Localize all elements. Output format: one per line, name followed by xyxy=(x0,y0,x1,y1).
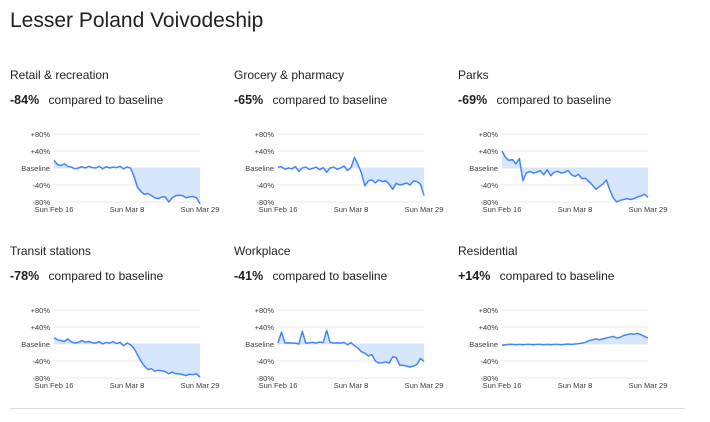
y-tick-label: -80% xyxy=(32,198,50,207)
x-tick-label: Sun Feb 16 xyxy=(35,381,74,390)
y-tick-label: +40% xyxy=(255,323,275,332)
headline-value: -84% xyxy=(10,93,40,107)
y-tick-label: +80% xyxy=(255,130,275,139)
x-tick-label: Sun Feb 16 xyxy=(483,381,522,390)
footer-divider xyxy=(10,408,685,409)
x-tick-label: Sun Feb 16 xyxy=(35,205,74,214)
deviation-area xyxy=(54,160,200,204)
x-tick-label: Sun Feb 16 xyxy=(259,205,298,214)
headline-value: -78% xyxy=(10,269,40,283)
x-tick-label: Sun Mar 29 xyxy=(405,381,444,390)
x-tick-label: Sun Mar 29 xyxy=(181,381,220,390)
series-line xyxy=(53,336,201,378)
y-tick-label: Baseline xyxy=(469,340,498,349)
y-tick-label: +80% xyxy=(479,306,499,315)
line-chart: +80% +40% Baseline -40% -80%Sun Feb 16 Sun Ma… xyxy=(469,130,668,214)
chart-panel-parks: Parks -69% compared to baseline +80% +40%… xyxy=(458,68,678,233)
chart-panel-workplace: Workplace -41% compared to baseline +80%… xyxy=(234,244,454,409)
chart-title: Workplace xyxy=(234,244,291,258)
headline: -78% compared to baseline xyxy=(10,269,163,283)
y-tick-label: +80% xyxy=(479,130,499,139)
x-tick-label: Sun Mar 8 xyxy=(558,205,593,214)
y-tick-label: -80% xyxy=(256,374,274,383)
series-line xyxy=(277,156,425,196)
chart-panel-retail: Retail & recreation -84% compared to bas… xyxy=(10,68,230,233)
line-chart: +80% +40% Baseline -40% -80%Sun Feb 16 Sun Ma… xyxy=(21,306,220,390)
series-line xyxy=(53,159,201,205)
deviation-area xyxy=(278,330,424,367)
headline: -41% compared to baseline xyxy=(234,269,387,283)
x-tick-label: Sun Mar 8 xyxy=(558,381,593,390)
y-tick-label: -40% xyxy=(480,357,498,366)
y-tick-label: -40% xyxy=(32,181,50,190)
y-tick-label: +80% xyxy=(31,306,51,315)
y-tick-label: -40% xyxy=(32,357,50,366)
deviation-area xyxy=(278,157,424,196)
headline-text: compared to baseline xyxy=(48,93,164,107)
headline-value: +14% xyxy=(458,269,491,283)
headline-text: compared to baseline xyxy=(48,269,164,283)
line-chart: +80% +40% Baseline -40% -80%Sun Feb 16 Sun Ma… xyxy=(469,306,668,390)
y-tick-label: Baseline xyxy=(469,164,498,173)
x-tick-label: Sun Mar 29 xyxy=(629,205,668,214)
chart-panel-grocery: Grocery & pharmacy -65% compared to base… xyxy=(234,68,454,233)
y-tick-label: Baseline xyxy=(245,164,274,173)
headline-value: -41% xyxy=(234,269,264,283)
y-tick-label: +80% xyxy=(255,306,275,315)
chart-title: Residential xyxy=(458,244,518,258)
y-tick-label: Baseline xyxy=(21,340,50,349)
series-line xyxy=(501,150,649,203)
line-chart: +80% +40% Baseline -40% -80%Sun Feb 16 Sun Ma… xyxy=(245,130,444,214)
x-tick-label: Sun Feb 16 xyxy=(483,205,522,214)
y-tick-label: +40% xyxy=(479,147,499,156)
y-tick-label: +40% xyxy=(255,147,275,156)
chart-title: Parks xyxy=(458,68,489,82)
x-tick-label: Sun Mar 8 xyxy=(110,205,145,214)
x-tick-label: Sun Mar 8 xyxy=(334,381,369,390)
x-tick-label: Sun Mar 29 xyxy=(181,205,220,214)
headline-text: compared to baseline xyxy=(496,93,612,107)
x-tick-label: Sun Mar 29 xyxy=(405,205,444,214)
headline-text: compared to baseline xyxy=(272,269,388,283)
series-line xyxy=(277,329,425,368)
y-tick-label: -80% xyxy=(256,198,274,207)
series-line xyxy=(501,332,649,347)
y-tick-label: +80% xyxy=(31,130,51,139)
x-tick-label: Sun Mar 8 xyxy=(110,381,145,390)
chart-title: Grocery & pharmacy xyxy=(234,68,345,82)
headline-value: -69% xyxy=(458,93,488,107)
line-chart: +80% +40% Baseline -40% -80%Sun Feb 16 Sun Ma… xyxy=(245,306,444,390)
y-tick-label: -40% xyxy=(256,181,274,190)
y-tick-label: +40% xyxy=(31,147,51,156)
y-tick-label: -80% xyxy=(480,374,498,383)
chart-title: Retail & recreation xyxy=(10,68,109,82)
x-tick-label: Sun Feb 16 xyxy=(259,381,298,390)
y-tick-label: +40% xyxy=(31,323,51,332)
y-tick-label: Baseline xyxy=(245,340,274,349)
chart-title: Transit stations xyxy=(10,244,91,258)
page-title: Lesser Poland Voivodeship xyxy=(10,9,264,32)
chart-panel-residential: Residential +14% compared to baseline +8… xyxy=(458,244,678,409)
y-tick-label: -80% xyxy=(480,198,498,207)
headline-text: compared to baseline xyxy=(272,93,388,107)
y-tick-label: -40% xyxy=(256,357,274,366)
headline-value: -65% xyxy=(234,93,264,107)
deviation-area xyxy=(502,333,648,346)
y-tick-label: -40% xyxy=(480,181,498,190)
x-tick-label: Sun Mar 29 xyxy=(629,381,668,390)
y-tick-label: Baseline xyxy=(21,164,50,173)
x-tick-label: Sun Mar 8 xyxy=(334,205,369,214)
headline: -69% compared to baseline xyxy=(458,93,611,107)
line-chart: +80% +40% Baseline -40% -80%Sun Feb 16 Sun Ma… xyxy=(21,130,220,214)
headline: -65% compared to baseline xyxy=(234,93,387,107)
y-tick-label: +40% xyxy=(479,323,499,332)
headline-text: compared to baseline xyxy=(499,269,615,283)
headline: +14% compared to baseline xyxy=(458,269,614,283)
chart-panel-transit: Transit stations -78% compared to baseli… xyxy=(10,244,230,409)
y-tick-label: -80% xyxy=(32,374,50,383)
deviation-area xyxy=(54,337,200,378)
headline: -84% compared to baseline xyxy=(10,93,163,107)
